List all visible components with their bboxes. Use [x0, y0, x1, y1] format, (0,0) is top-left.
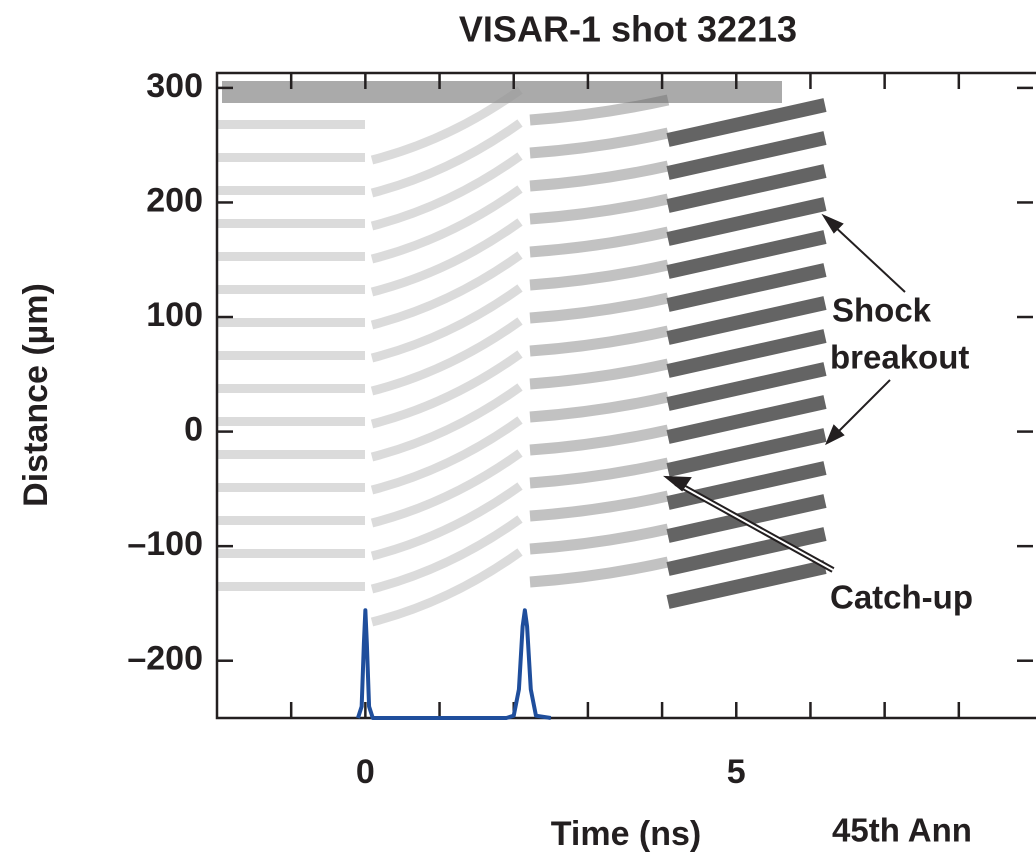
annotation: 45th Ann — [832, 812, 972, 849]
y-tick-label: 300 — [146, 67, 203, 105]
x-tick-label: 0 — [356, 753, 375, 791]
fringe — [529, 358, 670, 390]
fringe — [217, 516, 365, 525]
x-axis-label: Time (ns) — [551, 815, 702, 853]
annotation: breakout — [830, 339, 969, 376]
fringe — [217, 153, 365, 162]
fringe — [370, 482, 523, 561]
fringe — [370, 152, 523, 231]
fringe — [370, 119, 523, 198]
fringe — [529, 127, 670, 159]
fringe — [217, 318, 365, 327]
fringe — [529, 292, 670, 324]
fringe — [666, 428, 827, 477]
fringe — [666, 263, 827, 312]
fringe — [370, 284, 523, 363]
fringe — [370, 218, 523, 297]
fringe — [370, 350, 523, 429]
y-tick-label: –100 — [127, 525, 203, 563]
fringe — [666, 560, 827, 609]
fringe — [370, 548, 523, 627]
line-series — [356, 608, 552, 720]
x-tick-label: 5 — [727, 753, 746, 791]
fringe — [370, 515, 523, 594]
fringe — [217, 549, 365, 558]
fringe — [666, 329, 827, 378]
fringe — [370, 86, 523, 165]
fringe — [666, 362, 827, 411]
fringe — [370, 449, 523, 528]
fringe — [529, 490, 670, 522]
chart-title: VISAR-1 shot 32213 — [459, 9, 797, 50]
fringe — [217, 252, 365, 261]
fringe — [666, 527, 827, 576]
fringe — [217, 450, 365, 459]
fringe — [217, 417, 365, 426]
fringe — [370, 251, 523, 330]
fringe — [666, 197, 827, 246]
fringe — [217, 582, 365, 591]
fringe — [666, 98, 827, 147]
fringe — [666, 395, 827, 444]
fringe — [217, 483, 365, 492]
streak-top-band — [222, 81, 782, 103]
fringe — [217, 384, 365, 393]
fringe — [529, 424, 670, 456]
fringe — [529, 556, 670, 588]
fringe — [217, 351, 365, 360]
fringe — [666, 296, 827, 345]
y-tick-label: 0 — [184, 411, 203, 449]
fringe — [666, 230, 827, 279]
fringe — [529, 259, 670, 291]
fringe — [370, 416, 523, 495]
fringe — [666, 494, 827, 543]
plot-frame — [215, 71, 1036, 720]
fringe — [529, 457, 670, 489]
fringe — [217, 120, 365, 129]
fringe — [529, 160, 670, 192]
fringe — [370, 185, 523, 264]
y-tick-label: –200 — [127, 640, 203, 678]
fringe — [217, 219, 365, 228]
y-tick-label: 200 — [146, 181, 203, 219]
streak-image — [217, 81, 827, 627]
y-axis-label: Distance (µm) — [17, 283, 55, 507]
annotation: Shock — [832, 292, 932, 329]
y-tick-label: 100 — [146, 296, 203, 334]
fringe — [529, 325, 670, 357]
fringe — [217, 285, 365, 294]
fringe — [370, 383, 523, 462]
annotation: Catch-up — [830, 579, 973, 616]
fringe — [529, 523, 670, 555]
fringe — [666, 164, 827, 213]
fringe — [666, 131, 827, 180]
fringe — [217, 186, 365, 195]
fringe — [370, 317, 523, 396]
fringe — [529, 94, 670, 126]
fringe — [529, 226, 670, 258]
fringe — [666, 461, 827, 510]
fringe — [529, 193, 670, 225]
fringe — [529, 391, 670, 423]
arrows — [663, 213, 906, 573]
